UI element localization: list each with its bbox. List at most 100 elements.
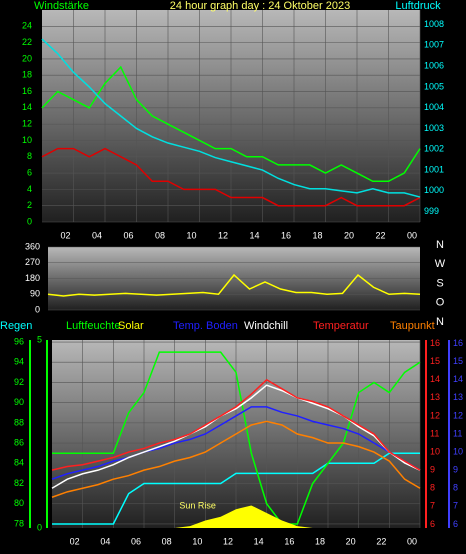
y-tick-label: 15 [453, 356, 463, 366]
y-tick-label: 1008 [424, 19, 444, 29]
chart-title: 24 hour graph day : 24 Oktober 2023 [170, 0, 350, 12]
y-tick-label: 11 [430, 428, 439, 438]
y-tick-label: O [436, 297, 445, 309]
x-tick-label: 08 [155, 230, 165, 240]
y-tick-label: 7 [453, 501, 458, 511]
y-tick-label: 8 [453, 483, 458, 493]
y-tick-label: 92 [14, 377, 24, 387]
x-tick-label: 22 [375, 230, 385, 240]
series-line [51, 420, 421, 498]
y-tick-label: 270 [25, 257, 40, 267]
x-tick-label: 20 [344, 230, 354, 240]
y-tick-label: 10 [22, 135, 32, 145]
y-tick-label: 1005 [424, 81, 444, 91]
series-line [47, 273, 421, 297]
y-tick-label: 88 [14, 417, 24, 427]
x-tick-label: 22 [376, 536, 386, 546]
y-tick-label: 78 [14, 518, 24, 528]
y-tick-label: 180 [25, 273, 40, 283]
series-line [52, 452, 420, 525]
x-tick-label: 04 [100, 536, 110, 546]
y-tick-label: 6 [453, 519, 458, 529]
y-tick-label: 5 [37, 334, 42, 344]
legend-entry: Windchill [244, 320, 288, 332]
y-tick-label: 9 [430, 465, 435, 475]
y2-axis-label: Luftdruck [395, 0, 441, 12]
x-tick-label: 06 [123, 230, 133, 240]
x-tick-label: 12 [218, 230, 228, 240]
y-tick-label: 0 [35, 304, 40, 314]
legend-entry: Luftfeuchte [66, 320, 120, 332]
y-tick-label: W [435, 258, 446, 270]
y-tick-label: 8 [430, 483, 435, 493]
y-tick-label: 90 [14, 397, 24, 407]
legend-entry: Temp. Boden [173, 320, 238, 332]
legend-entry: Taupunkt [390, 320, 435, 332]
x-tick-label: 18 [312, 230, 322, 240]
series-line [52, 351, 421, 525]
x-tick-label: 20 [346, 536, 356, 546]
y-tick-label: 8 [27, 151, 32, 161]
x-tick-label: 14 [254, 536, 264, 546]
y-tick-label: 1006 [424, 60, 444, 70]
x-tick-label: 16 [284, 536, 294, 546]
y-tick-label: 10 [453, 446, 463, 456]
x-tick-label: 00 [407, 230, 417, 240]
y-tick-label: 22 [22, 37, 32, 47]
x-tick-label: 10 [186, 230, 196, 240]
y-tick-label: 2 [27, 200, 32, 210]
series-line [51, 384, 421, 489]
y-tick-label: 6 [27, 167, 32, 177]
x-tick-label: 12 [223, 536, 233, 546]
legend-entry: Solar [118, 320, 144, 332]
y-tick-label: 84 [14, 458, 24, 468]
x-tick-label: 14 [249, 230, 259, 240]
series-line [51, 378, 421, 471]
x-tick-label: 02 [70, 536, 80, 546]
y-axis-label: Windstärke [34, 0, 89, 12]
y-tick-label: 18 [22, 70, 32, 80]
y-tick-label: 14 [453, 374, 463, 384]
x-tick-label: 04 [92, 230, 102, 240]
y-tick-label: 1004 [424, 102, 444, 112]
y-tick-label: 14 [22, 102, 32, 112]
y-tick-label: 16 [430, 338, 440, 348]
y-tick-label: 20 [22, 53, 32, 63]
y-tick-label: 90 [30, 289, 40, 299]
y-tick-label: 1001 [424, 164, 444, 174]
x-tick-label: 18 [315, 536, 325, 546]
x-tick-label: 16 [281, 230, 291, 240]
legend-entry: Temperatur [313, 320, 369, 332]
y-tick-label: 16 [22, 86, 32, 96]
series-area [52, 505, 420, 528]
y-tick-label: 1007 [424, 40, 444, 50]
y-tick-label: 0 [37, 522, 42, 532]
y-tick-label: 360 [25, 241, 40, 251]
y-tick-label: 16 [453, 338, 463, 348]
y-tick-label: S [436, 277, 443, 289]
x-tick-label: 02 [60, 230, 70, 240]
y-tick-label: 1002 [424, 144, 444, 154]
series-line [41, 147, 421, 207]
y-tick-label: 86 [14, 437, 24, 447]
y-tick-label: 12 [453, 410, 463, 420]
y-tick-label: 7 [430, 501, 435, 511]
series-line [41, 38, 421, 198]
y-tick-label: 6 [430, 519, 435, 529]
y-tick-label: N [436, 316, 444, 328]
y-tick-label: 999 [424, 206, 439, 216]
y-tick-label: 94 [14, 357, 24, 367]
x-tick-label: 08 [162, 536, 172, 546]
y-tick-label: 0 [27, 216, 32, 226]
y-tick-label: 1000 [424, 185, 444, 195]
y-tick-label: 1003 [424, 123, 444, 133]
legend-entry: Regen [0, 320, 32, 332]
y-tick-label: 14 [430, 374, 440, 384]
y-tick-label: 96 [14, 336, 24, 346]
y-tick-label: 4 [27, 184, 32, 194]
y-tick-label: 82 [14, 478, 24, 488]
y-tick-label: 13 [430, 392, 440, 402]
x-tick-label: 06 [131, 536, 141, 546]
y-tick-label: 15 [430, 356, 440, 366]
